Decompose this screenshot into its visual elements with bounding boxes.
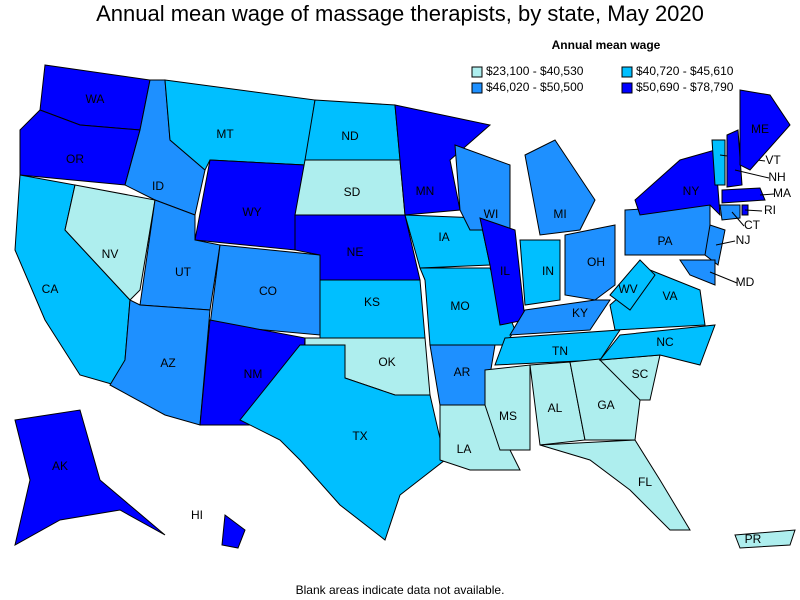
state-label: ME [751, 122, 769, 136]
legend-swatch [621, 66, 633, 78]
state-label: MO [450, 299, 469, 313]
map-title: Annual mean wage of massage therapists, … [96, 1, 704, 26]
state-shape [721, 187, 766, 204]
state-label: NC [656, 335, 674, 349]
state-label: IN [542, 264, 554, 278]
state-label: SC [632, 367, 649, 381]
state-label: NV [102, 247, 119, 261]
state-label: NY [683, 184, 700, 198]
state-shape [14, 409, 166, 546]
leader-line [759, 193, 775, 196]
legend-label: $23,100 - $40,530 [486, 64, 584, 78]
state-label: KS [364, 295, 380, 309]
state-shape [64, 184, 156, 301]
legend: $23,100 - $40,530 $40,720 - $45,610 $46,02… [471, 64, 734, 94]
state-label: ID [152, 179, 164, 193]
leader-line [709, 271, 738, 284]
state-shape [509, 299, 611, 336]
legend-label: $46,020 - $50,500 [486, 80, 584, 94]
state-label: WI [484, 207, 499, 221]
state-label: KY [572, 306, 588, 320]
state-label: FL [638, 475, 652, 489]
state-label: MN [416, 184, 435, 198]
state-shape [598, 324, 716, 366]
state-shape [239, 344, 446, 541]
state-label: CT [744, 218, 761, 232]
state-shape [479, 217, 526, 326]
legend-swatch [471, 82, 483, 94]
state-shape [711, 139, 726, 186]
state-label: OH [587, 255, 605, 269]
state-label: SD [344, 185, 361, 199]
state-label: IA [438, 230, 449, 244]
state-shape [109, 299, 211, 426]
state-label: RI [764, 203, 776, 217]
state-label: NE [347, 245, 364, 259]
state-label: CA [42, 282, 59, 296]
state-shape [726, 129, 743, 188]
legend-swatch [471, 66, 483, 78]
state-label: GA [597, 398, 614, 412]
state-shape [704, 224, 726, 266]
legend-swatch [621, 82, 633, 94]
state-label: OR [66, 152, 84, 166]
state-label: CO [259, 284, 277, 298]
state-label: VA [662, 289, 677, 303]
state-label: AL [548, 401, 563, 415]
state-shape [634, 149, 721, 217]
leader-line [744, 209, 763, 212]
state-shape [519, 239, 561, 306]
legend-label: $50,690 - $78,790 [636, 80, 734, 94]
state-label: AZ [160, 356, 175, 370]
state-shape [454, 144, 511, 231]
state-shape [679, 259, 716, 286]
state-shape [739, 89, 791, 171]
state-label: TX [352, 429, 367, 443]
state-shape [734, 529, 796, 549]
state-label: AK [52, 459, 68, 473]
state-label: NJ [736, 233, 751, 247]
state-label: PR [745, 532, 762, 546]
state-shape [539, 439, 691, 531]
state-shape [609, 259, 656, 311]
state-label: NH [768, 170, 785, 184]
state-label: LA [457, 442, 472, 456]
state-label: AR [454, 365, 471, 379]
state-label: PA [657, 234, 672, 248]
state-label: MD [736, 275, 755, 289]
leader-line [731, 211, 745, 227]
state-label: WY [242, 205, 261, 219]
state-label: MI [553, 207, 566, 221]
state-label: MT [216, 127, 234, 141]
state-label: UT [175, 265, 192, 279]
footnote: Blank areas indicate data not available. [296, 583, 505, 597]
legend-title: Annual mean wage [552, 38, 661, 52]
state-label: IL [500, 264, 510, 278]
state-label: HI [191, 508, 203, 522]
state-label: MS [499, 409, 517, 423]
state-label: WV [618, 282, 637, 296]
leader-line [734, 169, 770, 179]
state-shape [484, 364, 531, 451]
state-shape [564, 224, 616, 301]
state-label: OK [378, 355, 395, 369]
state-label: NM [244, 367, 263, 381]
state-shape [221, 514, 246, 549]
state-label: WA [86, 92, 105, 106]
states: WA OR CA NV ID MT WY UT CO AZ NM ND SD NE KS OK TX MN IA MO… [14, 64, 796, 549]
state-shape [524, 139, 596, 236]
state-label: MA [773, 186, 791, 200]
legend-label: $40,720 - $45,610 [636, 64, 734, 78]
state-label: VT [765, 153, 781, 167]
state-label: ND [341, 129, 359, 143]
leader-line [715, 240, 736, 246]
state-label: TN [552, 344, 568, 358]
